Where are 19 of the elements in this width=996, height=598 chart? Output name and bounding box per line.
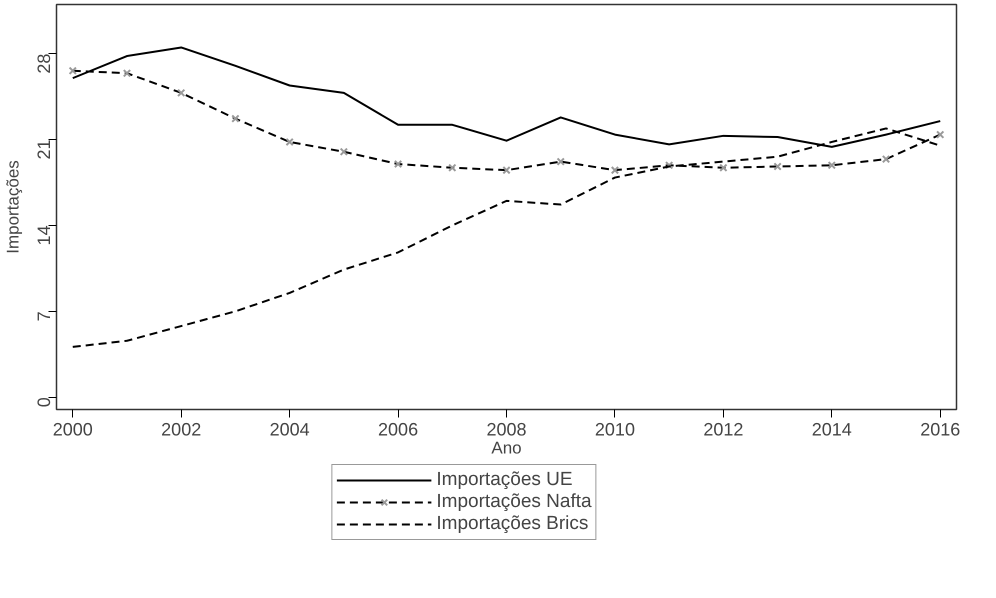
x-tick-label: 2000 bbox=[52, 420, 93, 440]
x-tick-label: 2012 bbox=[703, 420, 744, 440]
y-tick-label: 21 bbox=[34, 139, 54, 160]
legend-label: Importações UE bbox=[436, 469, 573, 491]
y-axis-title: Importações bbox=[4, 160, 22, 254]
y-tick-label: 7 bbox=[34, 311, 54, 322]
y-tick-label: 14 bbox=[34, 225, 54, 246]
y-tick-label: 28 bbox=[34, 54, 54, 74]
x-tick-label: 2008 bbox=[486, 420, 527, 440]
x-tick-label: 2004 bbox=[270, 420, 310, 440]
x-tick-label: 2016 bbox=[920, 420, 960, 440]
x-tick-label: 2010 bbox=[594, 420, 635, 440]
x-tick-label: 2014 bbox=[812, 420, 852, 440]
x-axis-title: Ano bbox=[491, 438, 522, 458]
x-tick-label: 2006 bbox=[378, 420, 418, 440]
legend-label: Importações Brics bbox=[436, 513, 588, 535]
x-tick-label: 2002 bbox=[161, 420, 202, 440]
y-tick-label: 0 bbox=[34, 397, 54, 408]
legend-label: Importações Nafta bbox=[436, 491, 592, 513]
